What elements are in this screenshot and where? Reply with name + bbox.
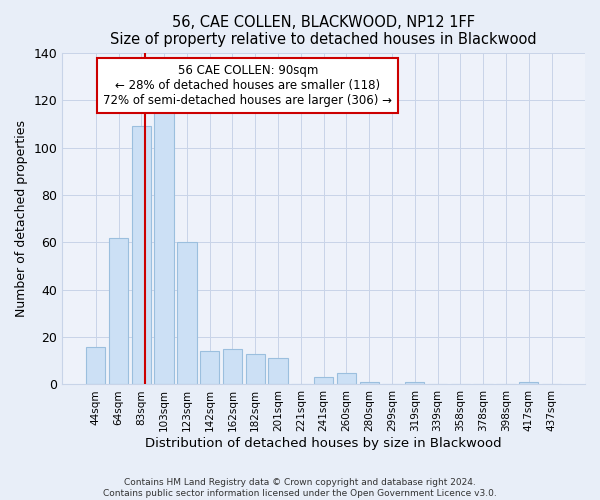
Text: Contains HM Land Registry data © Crown copyright and database right 2024.
Contai: Contains HM Land Registry data © Crown c… — [103, 478, 497, 498]
Bar — [519, 382, 538, 384]
Bar — [337, 372, 356, 384]
Bar — [223, 349, 242, 384]
X-axis label: Distribution of detached houses by size in Blackwood: Distribution of detached houses by size … — [145, 437, 502, 450]
Y-axis label: Number of detached properties: Number of detached properties — [15, 120, 28, 317]
Bar — [359, 382, 379, 384]
Bar — [177, 242, 197, 384]
Title: 56, CAE COLLEN, BLACKWOOD, NP12 1FF
Size of property relative to detached houses: 56, CAE COLLEN, BLACKWOOD, NP12 1FF Size… — [110, 15, 537, 48]
Bar — [268, 358, 288, 384]
Bar — [109, 238, 128, 384]
Bar — [245, 354, 265, 384]
Bar — [405, 382, 424, 384]
Text: 56 CAE COLLEN: 90sqm
← 28% of detached houses are smaller (118)
72% of semi-deta: 56 CAE COLLEN: 90sqm ← 28% of detached h… — [103, 64, 392, 108]
Bar — [200, 352, 220, 384]
Bar — [154, 110, 174, 384]
Bar — [131, 126, 151, 384]
Bar — [86, 346, 106, 385]
Bar — [314, 378, 334, 384]
